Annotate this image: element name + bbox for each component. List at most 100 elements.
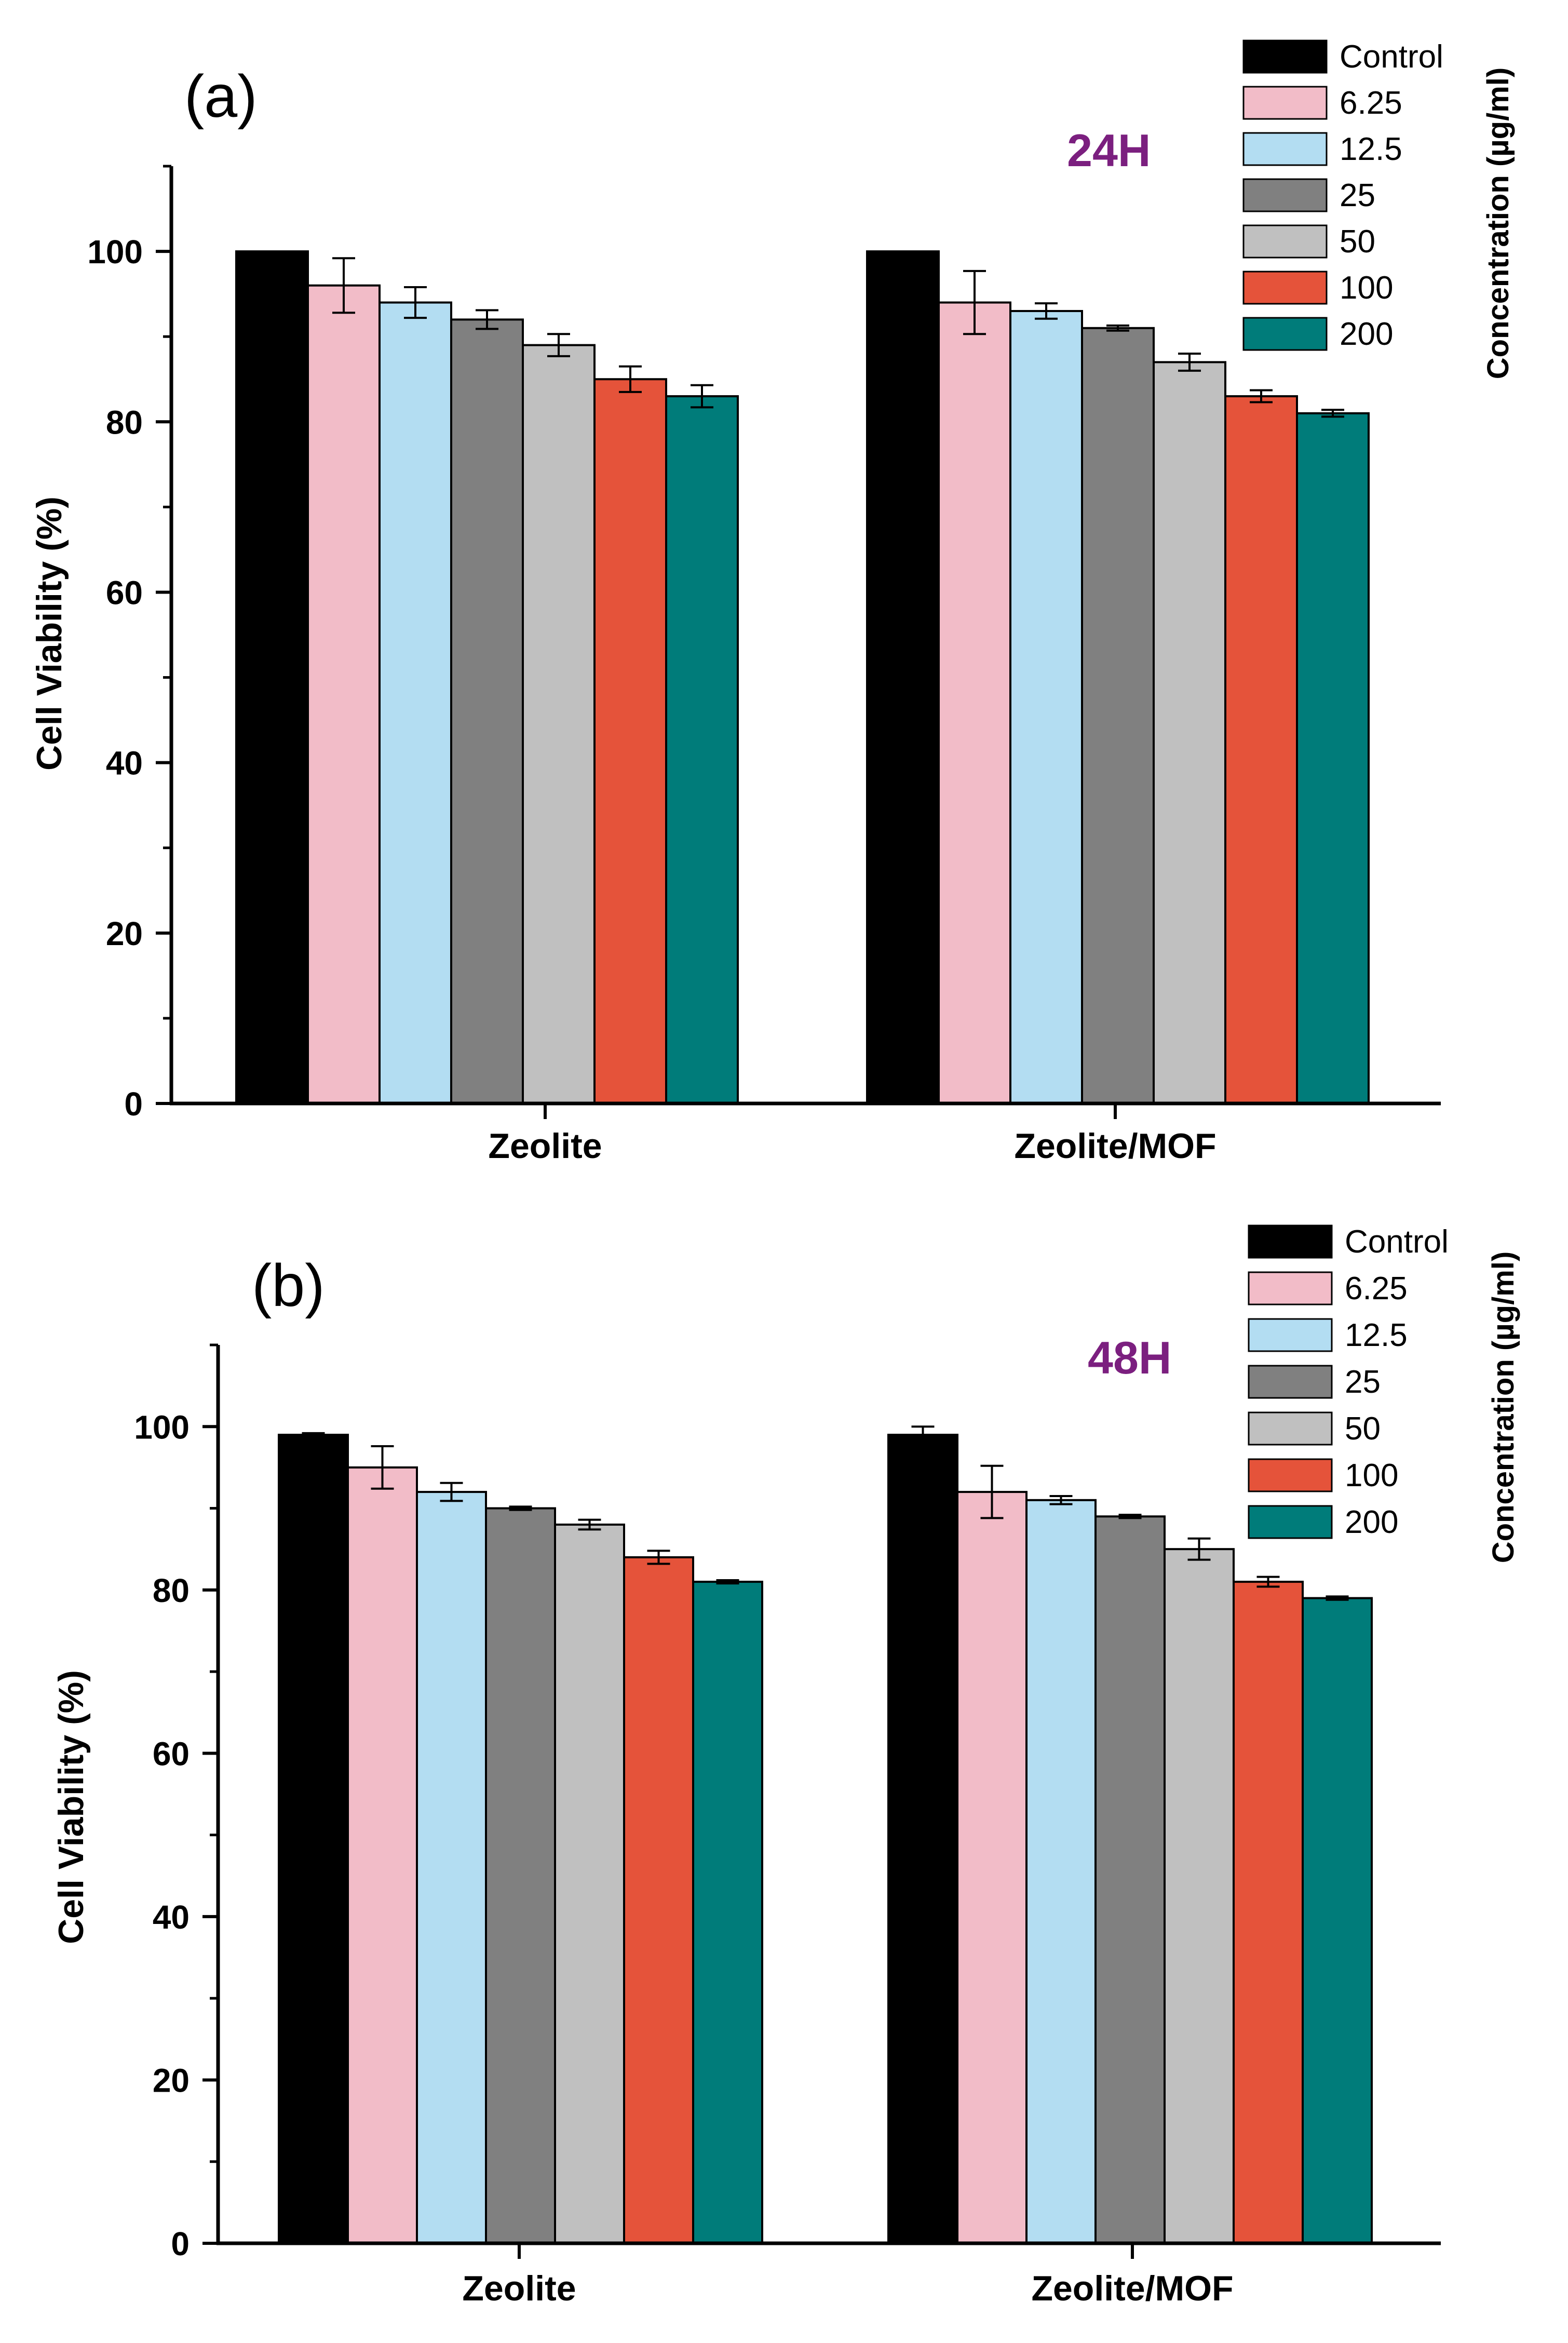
x-category-label: Zeolite <box>488 1126 602 1166</box>
y-tick-label: 60 <box>153 1735 190 1772</box>
legend-label: 6.25 <box>1345 1271 1408 1307</box>
y-tick-label: 60 <box>106 574 143 611</box>
error-bar-12.5-Zeolite/MOF <box>1035 302 1058 320</box>
error-bar-12.5-Zeolite <box>440 1482 463 1502</box>
y-tick-label: 80 <box>106 403 143 441</box>
error-bar-100-Zeolite/MOF <box>1250 389 1273 403</box>
legend-swatch <box>1248 1411 1333 1446</box>
panel-label: (a) <box>184 63 258 130</box>
time-label: 24H <box>1067 125 1151 176</box>
error-bar-25-Zeolite/MOF <box>1118 1514 1142 1519</box>
error-bar-6.25-Zeolite <box>332 257 355 314</box>
legend-label: 50 <box>1345 1411 1381 1447</box>
bar-25-Zeolite/MOF <box>1081 327 1155 1105</box>
y-tick-label: 80 <box>153 1572 190 1609</box>
panel-b: (b) 48H Cell Viability (%) Concentration… <box>51 1224 1520 2308</box>
bar-6.25-Zeolite/MOF <box>938 301 1011 1105</box>
error-bar-6.25-Zeolite/MOF <box>980 1464 1004 1519</box>
bar-100-Zeolite <box>593 378 667 1105</box>
x-category-label: Zeolite/MOF <box>1031 2269 1233 2308</box>
legend-label: 50 <box>1340 224 1375 260</box>
legend-label: 200 <box>1345 1504 1398 1540</box>
bar-Control-Zeolite <box>235 250 309 1105</box>
error-bar-6.25-Zeolite/MOF <box>963 270 986 335</box>
bar-200-Zeolite <box>692 1581 763 2244</box>
bar-50-Zeolite <box>522 344 596 1105</box>
error-bar-12.5-Zeolite <box>404 286 427 319</box>
legend-label: 100 <box>1345 1458 1398 1493</box>
legend-label: 6.25 <box>1340 85 1402 121</box>
plot-area: 0 20 40 60 80 100 Zeolite Zeolite/MOF <box>87 165 1441 1166</box>
bar-50-Zeolite/MOF <box>1153 361 1226 1105</box>
bar-25-Zeolite/MOF <box>1094 1515 1166 2244</box>
y-tick-label: 100 <box>134 1408 190 1446</box>
bar-12.5-Zeolite/MOF <box>1009 309 1083 1105</box>
error-bar-25-Zeolite <box>509 1505 532 1511</box>
bar-100-Zeolite/MOF <box>1233 1581 1304 2244</box>
y-tick-label: 20 <box>153 2062 190 2099</box>
bar-100-Zeolite <box>623 1556 694 2245</box>
bar-Control-Zeolite/MOF <box>866 250 940 1105</box>
legend-swatch <box>1248 1365 1333 1399</box>
bar-Control-Zeolite <box>278 1434 349 2244</box>
panel-a: (a) 24H Cell Viability (%) Concentration… <box>30 39 1515 1166</box>
plot-area: 0 20 40 60 80 100 Zeolite Zeolite/MOF <box>134 1343 1441 2308</box>
bar-100-Zeolite/MOF <box>1224 395 1298 1105</box>
y-tick-label: 20 <box>106 915 143 952</box>
legend-label: Control <box>1340 39 1443 75</box>
error-bar-Control-Zeolite <box>302 1432 325 1438</box>
legend-swatch <box>1248 1318 1333 1352</box>
bar-25-Zeolite <box>450 318 524 1105</box>
bar-12.5-Zeolite/MOF <box>1025 1499 1097 2244</box>
y-tick-label: 40 <box>153 1898 190 1936</box>
legend-swatch <box>1248 1271 1333 1305</box>
error-bar-50-Zeolite/MOF <box>1187 1537 1211 1561</box>
legend-label: 25 <box>1340 178 1375 213</box>
legend-swatch <box>1242 271 1328 305</box>
bar-12.5-Zeolite <box>416 1491 487 2244</box>
bar-200-Zeolite/MOF <box>1296 412 1370 1105</box>
legend-label: 12.5 <box>1340 131 1402 167</box>
legend-swatch <box>1242 39 1328 74</box>
bar-Control-Zeolite/MOF <box>887 1434 958 2244</box>
error-bar-Control-Zeolite/MOF <box>911 1425 935 1444</box>
x-category-label: Zeolite/MOF <box>1014 1126 1216 1166</box>
y-tick-label: 0 <box>124 1085 143 1123</box>
error-bar-200-Zeolite <box>691 384 713 409</box>
error-bar-100-Zeolite/MOF <box>1256 1576 1280 1588</box>
legend-label: 25 <box>1345 1364 1381 1400</box>
bar-25-Zeolite <box>485 1507 556 2244</box>
error-bar-50-Zeolite <box>578 1518 601 1531</box>
legend-label: 100 <box>1340 270 1393 306</box>
error-bar-200-Zeolite/MOF <box>1321 409 1344 418</box>
legend-swatch <box>1242 132 1328 166</box>
bar-50-Zeolite <box>554 1524 625 2244</box>
legend-swatch <box>1248 1224 1333 1259</box>
legend-title: Concentration (µg/ml) <box>1481 68 1515 380</box>
x-category-label: Zeolite <box>462 2269 576 2308</box>
error-bar-200-Zeolite/MOF <box>1326 1595 1349 1601</box>
bar-12.5-Zeolite <box>379 301 452 1105</box>
error-bar-50-Zeolite <box>547 333 570 357</box>
legend-swatch <box>1242 317 1328 351</box>
bar-200-Zeolite/MOF <box>1302 1597 1373 2244</box>
legend-swatch <box>1242 86 1328 120</box>
y-axis-label: Cell Viability (%) <box>30 496 69 771</box>
y-tick-label: 100 <box>87 233 143 271</box>
error-bar-50-Zeolite/MOF <box>1178 353 1201 372</box>
time-label: 48H <box>1088 1332 1171 1383</box>
legend-swatch <box>1242 178 1328 212</box>
bar-50-Zeolite/MOF <box>1164 1548 1235 2245</box>
y-axis-label: Cell Viability (%) <box>51 1670 91 1944</box>
error-bar-200-Zeolite <box>716 1579 739 1585</box>
legend-swatch <box>1248 1505 1333 1539</box>
bar-6.25-Zeolite <box>307 284 381 1105</box>
error-bar-25-Zeolite <box>476 309 498 330</box>
error-bar-100-Zeolite <box>647 1550 670 1565</box>
panel-label: (b) <box>252 1253 325 1319</box>
legend: Control 6.25 12.5 25 50 100 200 <box>1242 39 1443 352</box>
y-tick-label: 40 <box>106 745 143 782</box>
legend-label: Control <box>1345 1224 1449 1260</box>
error-bar-100-Zeolite <box>619 365 642 393</box>
